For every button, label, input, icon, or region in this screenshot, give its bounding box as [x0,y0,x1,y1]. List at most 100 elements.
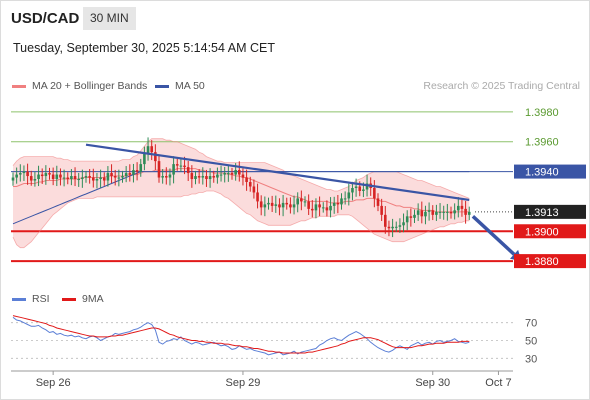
candle-body [143,153,146,165]
candle-body [106,173,110,181]
candle-body [15,174,18,178]
candle-body [442,211,445,213]
price-label-text: 1.3913 [525,207,559,219]
candle-body [84,176,88,178]
resistance-trendline [85,143,470,202]
price-label-bg [514,204,586,219]
candle-body [197,176,201,178]
candle-body [154,152,157,162]
candle-body [373,187,376,199]
candle-body [409,216,413,218]
price-label-text: 1.3900 [525,226,559,238]
x-tick-label: Sep 26 [36,377,71,389]
price-label-1.3913: 1.3913 [514,204,586,219]
candle-body [11,177,15,181]
candle-body [340,198,343,205]
candle-body [124,173,128,177]
candle-body [303,201,307,203]
price-label-bg [514,254,586,269]
candle-body [22,171,26,174]
candle-body [241,174,245,178]
candle-body [157,161,161,178]
candle-body [343,198,347,200]
candle-body [88,176,91,178]
candle-body [416,210,420,215]
price-label-bg [514,224,586,239]
candle-body [329,205,332,211]
candle-body [464,208,467,215]
legend-item-rsi: RSI [12,293,50,305]
legend-label-rsi: RSI [32,293,50,305]
candle-body [263,204,267,208]
candle-body [219,174,223,176]
candle-body [270,202,274,206]
candle-body [438,211,442,213]
candle-body [37,174,40,180]
rsi-series-9MA [12,315,470,354]
candle-body [398,225,402,227]
candle-body [51,174,55,180]
candle-body [245,177,248,183]
candle-body [59,174,62,178]
candle-body [70,176,73,180]
legend-swatch-ma50 [155,84,169,88]
candle-body [230,173,234,175]
candle-body [99,177,102,180]
candle-body [354,186,358,188]
candle-body [380,205,383,215]
candle-body [44,173,48,177]
candle-body [92,177,95,181]
x-tick-label: Oct 7 [485,377,511,389]
candle-body [216,174,219,178]
candle-body [321,207,325,209]
candle-body [132,170,135,175]
price-label-1.3940: 1.3940 [514,164,586,179]
price-label-text: 1.3960 [525,137,559,149]
price-label-1.3880: 1.3880 [514,254,586,269]
candle-body [128,173,132,175]
candle-body [48,173,51,175]
candle-body [183,165,186,168]
candle-body [278,204,281,208]
candle-body [248,182,252,187]
candle-body [256,192,259,202]
candle-body [110,173,113,177]
candle-body [208,176,212,180]
candle-body [358,186,362,191]
bollinger-band-fill [13,138,470,248]
candle-body [318,204,321,208]
candle-body [139,164,143,172]
legend-label-ma50: MA 50 [175,80,205,92]
timeframe-button[interactable]: 30 MIN [83,7,136,30]
candle-body [307,201,310,209]
candle-body [446,211,449,213]
candles [11,137,471,238]
rsi-tick-70: 70 [525,318,537,330]
symbol-title: USD/CAD [11,10,80,27]
candle-body [172,164,175,175]
datetime-label: Tuesday, September 30, 2025 5:14:54 AM C… [13,41,275,55]
bollinger-lower-line [12,190,470,249]
price-label-text: 1.3880 [525,256,559,268]
candle-body [351,187,354,193]
candle-body [259,201,263,208]
candle-body [387,226,391,229]
candle-body [190,173,194,180]
x-tick-label: Sep 29 [226,377,261,389]
candle-body [457,205,460,211]
candle-body [238,170,241,175]
candle-body [402,222,405,226]
legend-label-ma20: MA 20 + Bollinger Bands [32,80,148,92]
x-tick-label: Sep 30 [415,377,450,389]
candle-body [292,204,296,208]
candle-body [376,198,380,206]
candle-body [332,202,336,206]
candle-body [150,146,153,153]
candle-body [175,164,179,166]
candle-body [431,210,435,215]
candle-body [77,179,80,181]
credit-text: Research © 2025 Trading Central [423,80,580,92]
candle-body [40,174,44,177]
candle-body [391,226,394,229]
